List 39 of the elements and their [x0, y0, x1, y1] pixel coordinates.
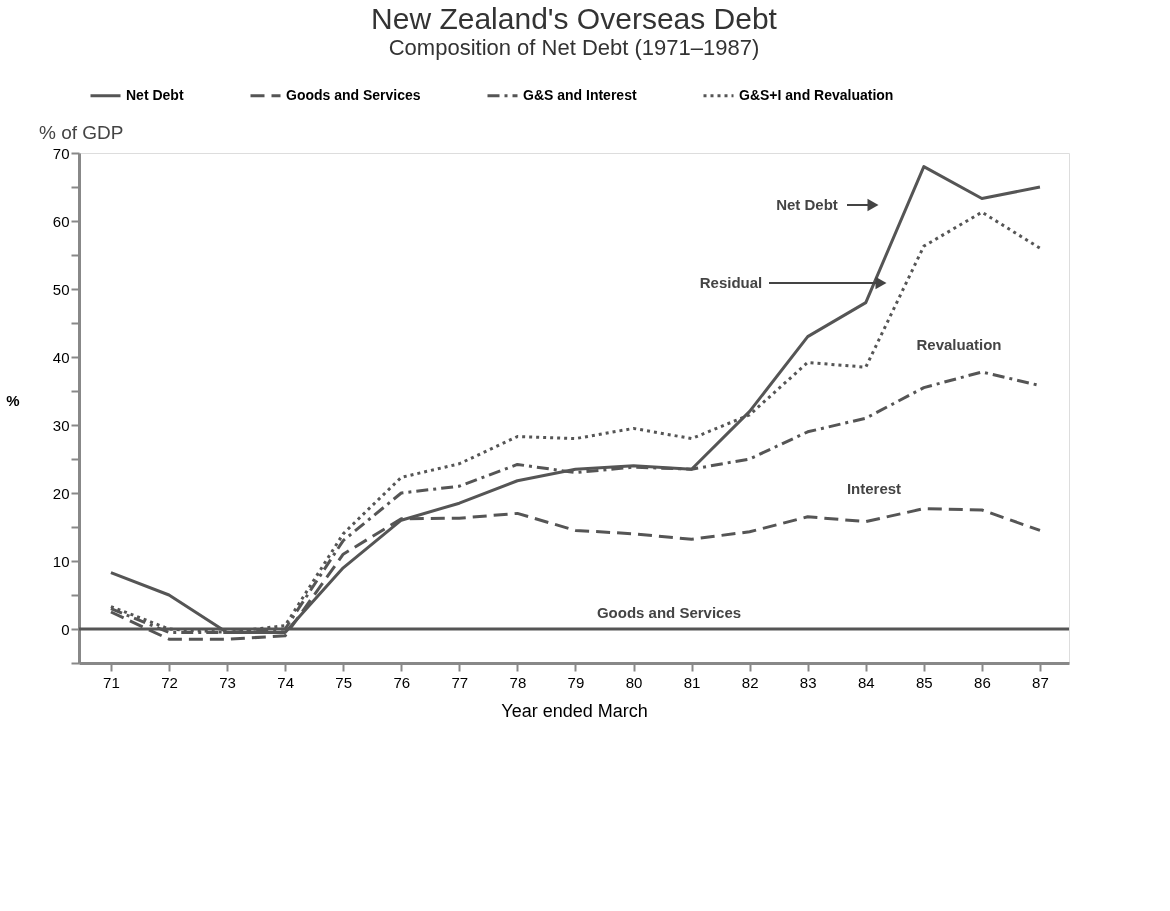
x-tick-label: 84	[857, 673, 875, 691]
chart-subtitle: Composition of Net Debt (1971–1987)	[388, 35, 760, 60]
x-tick-label: 76	[393, 673, 411, 691]
x-tick-label: 87	[1032, 673, 1049, 691]
y-tick-label: 60	[52, 212, 70, 230]
annotation: Interest	[846, 480, 902, 497]
x-tick-label: 83	[799, 673, 817, 691]
legend-label: Net Debt	[126, 86, 184, 103]
legend-label: G&S+I and Revaluation	[739, 86, 894, 103]
y-tick-label: 0	[61, 620, 70, 638]
x-tick-label: 74	[277, 673, 294, 691]
x-tick-label: 73	[219, 673, 236, 691]
y-tick-label: 20	[52, 484, 70, 502]
y-tick-label: 30	[52, 416, 70, 434]
y-tick-label: 70	[52, 144, 70, 162]
y-tick-label: 40	[52, 348, 70, 366]
text: % of GDP	[39, 122, 124, 143]
x-tick-label: 77	[451, 673, 469, 691]
x-tick-label: 79	[567, 673, 585, 691]
x-tick-label: 78	[509, 673, 527, 691]
legend-label: G&S and Interest	[523, 86, 637, 103]
x-tick-label: 86	[974, 673, 991, 691]
chart-title: New Zealand's Overseas Debt	[371, 2, 778, 35]
annotation: Revaluation	[916, 336, 1002, 353]
x-tick-label: 81	[683, 673, 701, 691]
y-tick-label: 50	[52, 280, 70, 298]
annotation: Residual	[699, 274, 763, 291]
y-tick-label: 10	[52, 552, 70, 570]
x-tick-label: 85	[915, 673, 933, 691]
legend-label: Goods and Services	[286, 86, 421, 103]
x-tick-label: 75	[335, 673, 353, 691]
x-axis-title: Year ended March	[501, 700, 648, 721]
x-tick-label: 80	[625, 673, 643, 691]
x-tick-label: 71	[103, 673, 120, 691]
annotation: Net Debt	[776, 196, 838, 213]
y-axis-title: %	[6, 391, 20, 409]
x-tick-label: 82	[741, 673, 759, 691]
annotation: Goods and Services	[596, 604, 742, 621]
x-tick-label: 72	[161, 673, 178, 691]
